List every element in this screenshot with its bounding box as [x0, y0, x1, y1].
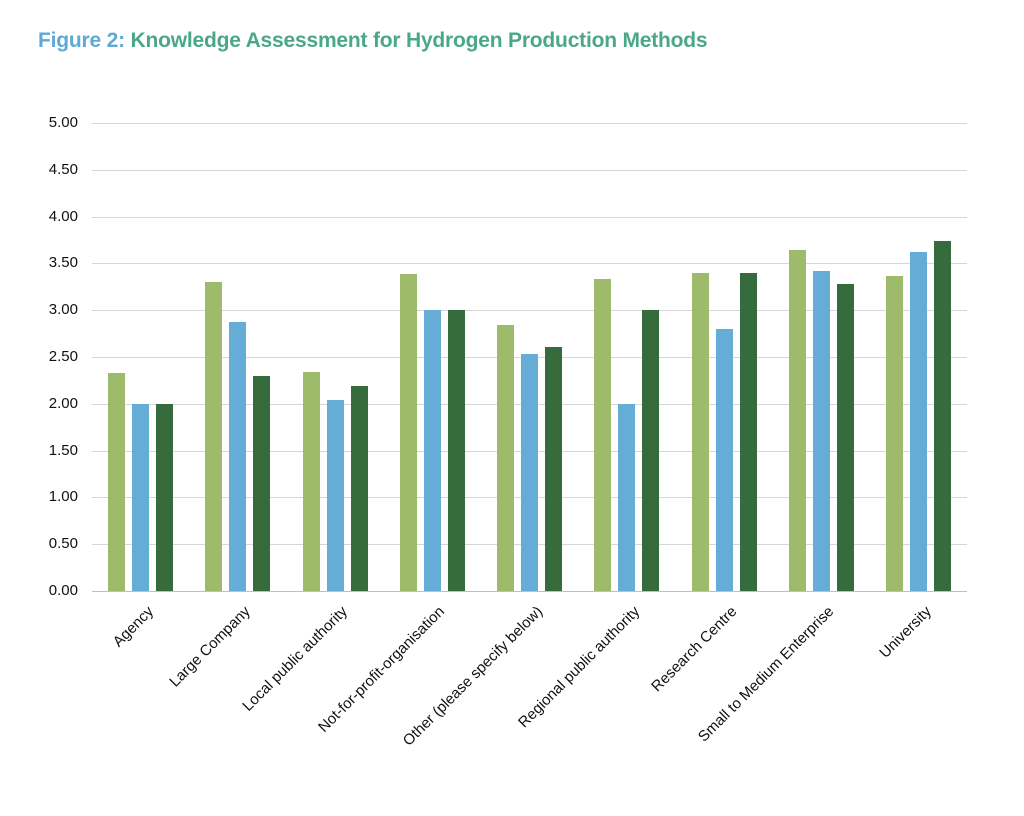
y-tick-label: 5.00 [48, 114, 78, 131]
bar-2 [813, 271, 830, 591]
bar-3 [642, 310, 659, 591]
bar-1 [497, 325, 514, 591]
x-tick-label: University [875, 603, 935, 662]
bar-1 [303, 372, 320, 591]
bar-3 [545, 347, 562, 591]
bar-1 [400, 274, 417, 591]
gridline [92, 123, 967, 124]
figure-title: Figure 2: Knowledge Assessment for Hydro… [38, 29, 708, 53]
gridline [92, 217, 967, 218]
bar-3 [448, 310, 465, 591]
y-tick-label: 1.50 [48, 442, 78, 459]
bar-1 [594, 279, 611, 591]
x-tick-label: Local public authority [239, 603, 351, 715]
y-tick-label: 4.00 [48, 208, 78, 225]
y-tick-label: 4.50 [48, 161, 78, 178]
y-tick-label: 3.00 [48, 301, 78, 318]
figure-number: Figure 2: [38, 29, 125, 52]
bar-2 [910, 252, 927, 591]
bar-1 [205, 282, 222, 591]
y-tick-label: 0.00 [48, 582, 78, 599]
bar-2 [521, 354, 538, 591]
bar-3 [253, 376, 270, 591]
x-tick-label: Agency [109, 603, 157, 651]
bar-1 [692, 273, 709, 591]
bar-2 [229, 322, 246, 591]
bar-2 [716, 329, 733, 591]
gridline [92, 310, 967, 311]
y-tick-label: 2.00 [48, 395, 78, 412]
bar-3 [837, 284, 854, 591]
gridline [92, 170, 967, 171]
y-tick-label: 1.00 [48, 488, 78, 505]
x-tick-label: Research Centre [648, 603, 741, 696]
bar-2 [132, 404, 149, 591]
bar-3 [934, 241, 951, 591]
bar-3 [740, 273, 757, 591]
bar-3 [351, 386, 368, 591]
gridline [92, 263, 967, 264]
x-tick-label: Large Company [166, 603, 254, 691]
bar-1 [886, 276, 903, 591]
bar-2 [327, 400, 344, 591]
bar-2 [424, 310, 441, 591]
figure-caption: Knowledge Assessment for Hydrogen Produc… [130, 29, 708, 52]
y-tick-label: 2.50 [48, 348, 78, 365]
bar-1 [789, 250, 806, 591]
y-tick-label: 3.50 [48, 254, 78, 271]
bar-2 [618, 404, 635, 591]
bar-3 [156, 404, 173, 591]
bar-1 [108, 373, 125, 591]
y-tick-label: 0.50 [48, 535, 78, 552]
x-axis-line [92, 591, 967, 592]
